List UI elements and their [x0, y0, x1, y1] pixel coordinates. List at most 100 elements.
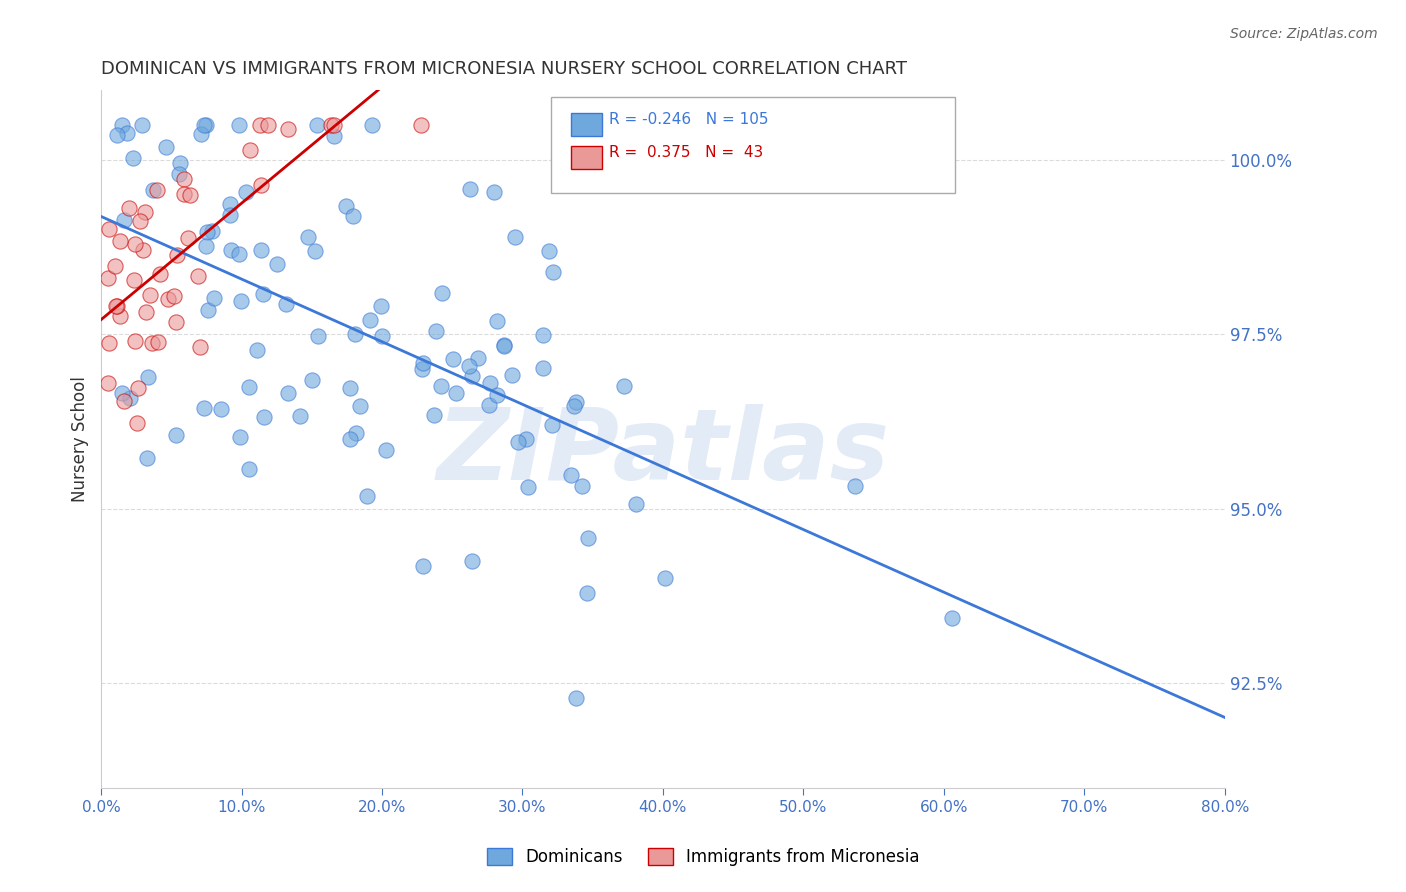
Point [371, 328, 394, 343]
Point [131, 118, 153, 132]
Point [111, 385, 134, 400]
Point [411, 362, 433, 376]
Bar [571, 146, 602, 169]
Text: ZIPatlas: ZIPatlas [436, 404, 890, 501]
Point [250, 178, 273, 192]
Point [129, 214, 152, 228]
Point [458, 182, 481, 196]
Point [461, 554, 484, 568]
Point [301, 373, 323, 387]
FancyBboxPatch shape [551, 97, 955, 194]
Point [115, 126, 138, 140]
Point [165, 315, 187, 329]
Point [155, 140, 177, 154]
Point [425, 324, 447, 338]
Point [169, 167, 191, 181]
Point [560, 467, 582, 482]
Point [277, 386, 299, 401]
Point [307, 328, 329, 343]
Y-axis label: Nursery School: Nursery School [72, 376, 89, 502]
Point [467, 351, 489, 366]
Point [156, 293, 179, 307]
Point [169, 155, 191, 169]
Point [458, 359, 481, 373]
Point [441, 351, 464, 366]
Point [461, 369, 484, 384]
Point [941, 611, 963, 625]
Point [190, 127, 212, 141]
Point [531, 360, 554, 375]
Point [97, 376, 120, 390]
Point [124, 334, 146, 348]
Point [565, 395, 588, 409]
Point [343, 326, 366, 341]
Point [288, 409, 311, 423]
Point [177, 231, 200, 245]
Point [531, 328, 554, 343]
Point [274, 297, 297, 311]
Point [412, 355, 434, 369]
Point [257, 118, 280, 132]
Point [235, 185, 257, 199]
Point [624, 497, 647, 511]
Point [229, 294, 252, 309]
Point [361, 118, 384, 132]
Point [305, 118, 328, 132]
Point [541, 418, 564, 433]
Point [239, 143, 262, 157]
Point [322, 128, 344, 143]
Point [319, 118, 342, 132]
Point [501, 368, 523, 383]
Point [479, 376, 502, 390]
Point [193, 118, 215, 132]
Point [209, 401, 232, 416]
Point [118, 201, 141, 215]
Point [238, 380, 260, 394]
Point [97, 336, 120, 351]
Point [844, 479, 866, 493]
Point [228, 247, 250, 261]
Point [108, 309, 131, 323]
Point [339, 432, 361, 446]
Point [541, 265, 564, 279]
Point [197, 303, 219, 318]
Point [249, 243, 271, 257]
Point [173, 172, 195, 186]
Point [188, 340, 211, 354]
Point [179, 188, 201, 202]
Point [492, 339, 515, 353]
Point [105, 299, 128, 313]
Point [124, 237, 146, 252]
Point [423, 409, 446, 423]
Point [228, 118, 250, 132]
Text: R = -0.246   N = 105: R = -0.246 N = 105 [609, 112, 769, 127]
Point [335, 199, 357, 213]
Point [163, 288, 186, 302]
Point [219, 243, 242, 257]
Point [229, 430, 252, 444]
Point [136, 370, 159, 384]
Point [173, 187, 195, 202]
Point [135, 305, 157, 319]
Point [252, 286, 274, 301]
Point [613, 378, 636, 392]
Point [97, 222, 120, 236]
Point [146, 183, 169, 197]
Point [430, 286, 453, 301]
Point [110, 235, 132, 249]
Point [127, 381, 149, 395]
Point [506, 435, 529, 450]
Point [492, 338, 515, 352]
Point [112, 212, 135, 227]
Point [97, 271, 120, 285]
Bar [571, 112, 602, 136]
Point [538, 244, 561, 259]
Point [444, 386, 467, 401]
Point [253, 409, 276, 424]
Point [111, 118, 134, 132]
Point [576, 531, 599, 545]
Point [562, 399, 585, 413]
Point [142, 183, 165, 197]
Point [238, 462, 260, 476]
Point [412, 559, 434, 574]
